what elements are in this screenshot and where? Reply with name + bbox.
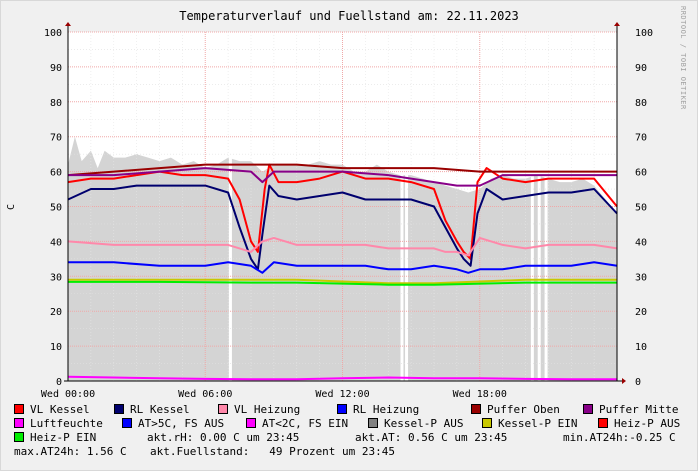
y-tick-label: 20: [50, 307, 62, 318]
y-tick-label-right: 50: [635, 203, 647, 214]
legend-item-rl-kessel: RL Kessel: [114, 403, 190, 416]
legend-swatch: [368, 418, 378, 428]
y-tick-label-right: 70: [635, 133, 647, 144]
y-tick-label: 40: [50, 237, 62, 248]
x-tick-label: Wed 00:00: [41, 389, 95, 400]
y-tick-label-right: 80: [635, 98, 647, 109]
legend-swatch: [14, 418, 24, 428]
y-tick-label: 70: [50, 133, 62, 144]
y-tick-label: 90: [50, 63, 62, 74]
legend-item-kessel-p-aus: Kessel-P AUS: [368, 417, 463, 430]
y-tick-label: 10: [50, 342, 62, 353]
legend-swatch: [14, 432, 24, 442]
legend-item-kessel-p-ein: Kessel-P EIN: [482, 417, 577, 430]
legend-swatch: [122, 418, 132, 428]
series-line-kessel-p-ein: [68, 278, 617, 285]
y-tick-label-right: 10: [635, 342, 647, 353]
y-axis-right-arrow: [614, 22, 620, 26]
series-line-rl-heizung: [68, 261, 618, 274]
y-tick-label-right: 90: [635, 63, 647, 74]
y-tick-label-right: 60: [635, 168, 647, 179]
max-at-readout: max.AT24h: 1.56 C: [14, 445, 127, 458]
y-tick-label-right: 30: [635, 272, 647, 283]
legend-item-vl-kessel: VL Kessel: [14, 403, 90, 416]
series-line-luftfeuchte: [67, 375, 617, 381]
legend-swatch: [218, 404, 228, 414]
x-axis-arrow: [622, 378, 626, 384]
legend-swatch: [246, 418, 256, 428]
x-tick-label: Wed 06:00: [178, 389, 232, 400]
y-tick-label: 30: [50, 272, 62, 283]
legend-item-vl-heizung: VL Heizung: [218, 403, 300, 416]
current-rh-readout: akt.rH: 0.00 C um 23:45: [147, 431, 300, 444]
series-line-vl-heizung: [67, 236, 618, 257]
legend-swatch: [14, 404, 24, 414]
legend-swatch: [337, 404, 347, 414]
fill-level-gap: [400, 32, 404, 381]
legend-item-puffer-oben: Puffer Oben: [471, 403, 560, 416]
fill-level-readout: akt.Fuellstand: 49 Prozent um 23:45: [150, 445, 396, 458]
x-tick-label: Wed 18:00: [453, 389, 507, 400]
legend-swatch: [114, 404, 124, 414]
y-axis-label: C: [6, 204, 17, 210]
legend-item-at-below-2c: AT<2C, FS EIN: [246, 417, 348, 430]
y-tick-label: 80: [50, 98, 62, 109]
legend-swatch: [482, 418, 492, 428]
y-tick-label: 0: [56, 377, 62, 388]
chart-title: Temperaturverlauf und Fuellstand am: 22.…: [179, 9, 519, 23]
legend-item-rl-heizung: RL Heizung: [337, 403, 419, 416]
y-tick-label-right: 100: [635, 28, 653, 39]
y-tick-label-right: 40: [635, 237, 647, 248]
legend-swatch: [583, 404, 593, 414]
rrdtool-watermark: RRDTOOL / TOBI OETIKER: [679, 6, 687, 110]
legend-item-at-above-5c: AT>5C, FS AUS: [122, 417, 224, 430]
y-tick-label-right: 0: [635, 377, 641, 388]
y-tick-label: 60: [50, 168, 62, 179]
y-tick-label-right: 20: [635, 307, 647, 318]
y-tick-label: 50: [50, 203, 62, 214]
series-line-rl-kessel: [67, 184, 618, 271]
x-tick-label: Wed 12:00: [315, 389, 369, 400]
series-line-heiz-p-ein: [68, 280, 617, 286]
legend: VL Kessel RL Kessel VL Heizung RL Heizun…: [14, 403, 694, 459]
legend-item-heiz-p-aus: Heiz-P AUS: [598, 417, 680, 430]
min-at-readout: min.AT24h:-0.25 C: [563, 431, 676, 444]
chart: 0 10 20 30 40 50 60 70 80 90 100 0 10 20 30 40 50 60 70 80 9…: [6, 22, 653, 400]
legend-item-luftfeuchte: Luftfeuchte: [14, 417, 103, 430]
legend-swatch: [471, 404, 481, 414]
legend-swatch: [598, 418, 608, 428]
current-at-readout: akt.AT: 0.56 C um 23:45: [355, 431, 508, 444]
legend-item-heiz-p-ein: Heiz-P EIN: [14, 431, 96, 444]
y-tick-label: 100: [44, 28, 62, 39]
fill-level-gap: [537, 32, 541, 381]
series-line-puffer-mitte: [68, 167, 617, 187]
series-line-puffer-oben: [67, 163, 617, 177]
legend-item-puffer-mitte: Puffer Mitte: [583, 403, 678, 416]
y-axis-left-arrow: [65, 22, 71, 26]
